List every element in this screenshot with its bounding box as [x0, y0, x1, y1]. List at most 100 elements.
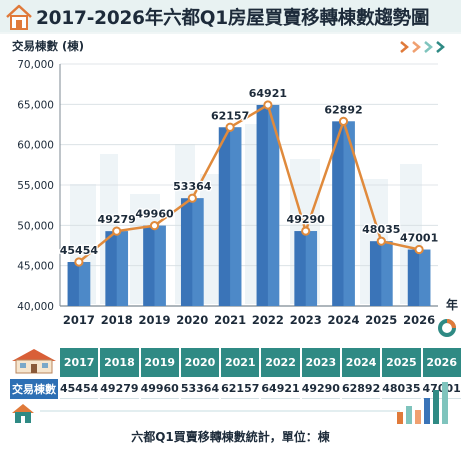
bar	[105, 231, 129, 306]
bar-shade	[154, 225, 166, 306]
x-tick-label: 2018	[101, 313, 133, 327]
x-tick-label: 2021	[214, 313, 246, 327]
y-tick-label: 40,000	[17, 301, 54, 313]
bar	[218, 127, 242, 306]
data-table: 2017 2018 2019 2020 2021 2022 2023 2024 …	[8, 346, 461, 401]
trend-point	[187, 193, 197, 203]
table-year-cell: 2018	[100, 348, 139, 377]
bar	[256, 104, 280, 306]
bar-shade	[343, 121, 355, 307]
y-tick-label: 65,000	[17, 99, 54, 111]
trend-point	[112, 226, 122, 236]
table-corner-cell	[10, 348, 58, 377]
data-label: 49290	[287, 213, 326, 226]
chevrons-icon	[400, 41, 445, 53]
y-tick-label: 50,000	[17, 220, 54, 232]
trend-point	[301, 226, 311, 236]
chart-area: 40,000 45,000 50,000 55,000 60,000 65,000 70,0…	[0, 34, 461, 334]
table-value-cell: 62892	[341, 379, 381, 399]
x-axis-ticks: 2017 2018 2019 2020 2021 2022 2023 2024 2025 2026	[63, 313, 435, 327]
data-label: 49960	[135, 208, 174, 221]
table-value-cell: 53364	[180, 379, 220, 399]
bar-shade	[78, 262, 91, 306]
trend-point	[263, 100, 273, 110]
footer-divider	[40, 410, 400, 412]
bar-shade	[381, 241, 393, 306]
house-icon	[12, 404, 34, 423]
x-tick-label: 2024	[327, 313, 359, 327]
table-value-row: 交易棟數 45454 49279 49960 53364 62157 64921…	[10, 379, 461, 399]
bar	[407, 249, 431, 306]
x-tick-label: 2026	[403, 313, 435, 327]
bar	[332, 121, 355, 307]
table-year-row: 2017 2018 2019 2020 2021 2022 2023 2024 …	[10, 348, 461, 377]
data-label: 45454	[60, 244, 99, 257]
bar-shade	[230, 127, 242, 306]
x-tick-label: 2025	[365, 313, 397, 327]
bar	[180, 198, 204, 306]
table-value-cell: 47001	[422, 379, 461, 399]
data-label: 53364	[173, 180, 212, 193]
y-tick-label: 45,000	[17, 261, 54, 273]
bar-chart-icon	[397, 382, 448, 424]
x-tick-label: 2023	[290, 313, 322, 327]
data-label: 48035	[362, 223, 400, 236]
y-axis-label: 交易棟數 (棟)	[12, 39, 84, 53]
x-tick-label: 2019	[138, 313, 170, 327]
bars	[67, 104, 431, 307]
bar	[294, 231, 318, 306]
bar-shade	[305, 231, 318, 306]
table-year-cell: 2020	[180, 348, 220, 377]
table-value-cell: 62157	[221, 379, 260, 399]
y-tick-label: 55,000	[17, 180, 54, 192]
trend-point	[414, 244, 424, 255]
header-bar: 2017-2026年六都Q1房屋買賣移轉棟數趨勢圖	[0, 0, 461, 34]
table-year-cell: 2026	[422, 348, 461, 377]
bar-shade	[192, 198, 204, 306]
page-title: 2017-2026年六都Q1房屋買賣移轉棟數趨勢圖	[36, 8, 430, 29]
data-label: 47001	[400, 232, 438, 245]
table-year-cell: 2023	[301, 348, 340, 377]
table-value-cell: 49290	[301, 379, 340, 399]
bar	[369, 241, 393, 306]
x-tick-label: 2017	[63, 313, 95, 327]
bar	[143, 225, 166, 306]
trend-line-path	[78, 103, 420, 263]
trend-chart: 40,000 45,000 50,000 55,000 60,000 65,000 70,0…	[12, 39, 458, 327]
bar-shade	[116, 231, 129, 306]
data-label: 49279	[98, 213, 136, 226]
trend-point	[338, 116, 349, 126]
table-year-cell: 2024	[341, 348, 381, 377]
table-row-label: 交易棟數	[10, 379, 58, 399]
bar	[67, 262, 91, 306]
table-value-cell: 49279	[100, 379, 139, 399]
footer-caption: 六都Q1買賣移轉棟數統計，單位：棟	[131, 430, 330, 444]
trend-point	[376, 236, 386, 246]
x-axis-label: 年	[446, 297, 458, 312]
data-label: 62892	[324, 103, 362, 116]
donut-icon	[438, 319, 456, 337]
bar-shade	[267, 104, 280, 306]
table-value-cell: 48035	[382, 379, 421, 399]
table-value-cell: 45454	[60, 379, 99, 399]
data-label: 64921	[249, 87, 287, 100]
table-year-cell: 2022	[261, 348, 300, 377]
bar-shade	[419, 249, 431, 306]
table-year-cell: 2021	[221, 348, 260, 377]
table-year-cell: 2019	[140, 348, 179, 377]
trend-point	[225, 122, 235, 132]
table-value-cell: 49960	[140, 379, 179, 399]
y-tick-label: 60,000	[17, 140, 54, 152]
table-value-cell: 64921	[261, 379, 300, 399]
trend-line	[74, 100, 424, 267]
trend-point	[74, 257, 84, 267]
y-tick-label: 70,000	[17, 59, 54, 71]
house-icon	[12, 349, 56, 374]
table-year-cell: 2025	[382, 348, 421, 377]
x-tick-label: 2022	[252, 313, 284, 327]
footer	[0, 400, 461, 450]
data-label: 62157	[211, 109, 249, 122]
trend-point	[149, 221, 160, 231]
house-icon	[6, 4, 32, 30]
